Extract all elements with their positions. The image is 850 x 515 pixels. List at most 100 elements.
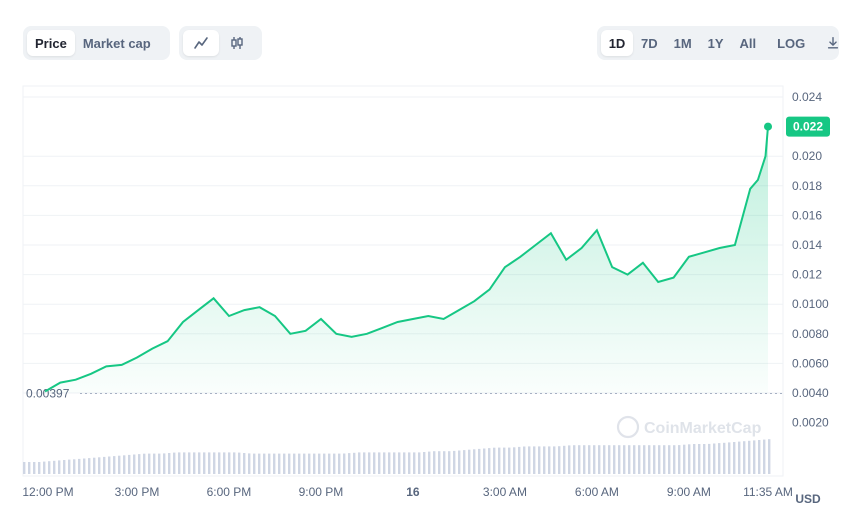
volume-bar [43,461,46,474]
tab-range-1y[interactable]: 1Y [707,35,724,51]
volume-bar [168,453,171,474]
volume-bar [233,452,236,474]
candlestick-button[interactable] [219,30,255,56]
x-tick-label: 6:00 AM [575,485,619,499]
tab-range-1m[interactable]: 1M [673,35,692,51]
tab-range-1d[interactable]: 1D [601,30,633,56]
y-tick-label: 0.0100 [792,297,829,311]
volume-bar [633,445,636,474]
volume-bar [433,451,436,474]
tab-range-all[interactable]: All [739,35,757,51]
volume-bar [748,440,751,474]
volume-bar [443,451,446,474]
volume-bar [603,445,606,474]
y-tick-label: 0.024 [792,90,822,104]
line-chart-button[interactable] [183,30,219,56]
volume-bar [248,453,251,474]
volume-bar [438,451,441,474]
volume-bars [23,439,771,474]
volume-bar [628,445,631,474]
volume-bar [203,452,206,474]
volume-bar [173,452,176,474]
price-line [44,126,769,393]
volume-bar [343,453,346,474]
price-area [45,126,768,393]
volume-bar [308,453,311,474]
volume-bar [388,452,391,474]
volume-bar [358,452,361,474]
volume-bar [473,449,476,474]
volume-bar [663,445,666,474]
y-tick-label: 0.016 [792,208,822,222]
volume-bar [468,449,471,474]
volume-bar [453,450,456,474]
volume-bar [318,453,321,474]
line-chart-icon [194,37,208,49]
volume-bar [298,453,301,474]
volume-bar [193,452,196,474]
current-price-value: 0.022 [793,120,823,134]
volume-bar [103,456,106,474]
volume-bar [398,452,401,474]
volume-bar [658,445,661,474]
volume-bar [693,444,696,474]
volume-bar [223,452,226,474]
volume-bar [288,453,291,474]
y-tick-label: 0.018 [792,179,822,193]
x-tick-label: 12:00 PM [22,485,73,499]
volume-bar [723,442,726,474]
volume-bar [518,446,521,474]
volume-bar [708,443,711,474]
coinmarketcap-logo-icon [616,415,640,439]
volume-bar [243,453,246,474]
tab-market-cap[interactable]: Market cap [82,35,151,51]
volume-bar [463,450,466,474]
volume-bar [118,455,121,474]
volume-bar [183,452,186,474]
volume-bar [258,453,261,474]
volume-bar [608,445,611,474]
log-scale-button[interactable]: LOG [777,35,806,51]
volume-bar [218,452,221,474]
volume-bar [698,444,701,474]
volume-bar [478,448,481,474]
volume-bar [313,453,316,474]
currency-label: USD [795,492,821,506]
volume-bar [713,443,716,474]
volume-bar [613,445,616,474]
volume-bar [488,448,491,474]
candlestick-icon [231,37,243,49]
volume-bar [733,442,736,474]
volume-bar [213,452,216,474]
volume-bar [263,453,266,474]
tab-range-7d[interactable]: 7D [641,35,658,51]
volume-bar [538,446,541,474]
volume-bar [408,452,411,474]
volume-bar [768,439,771,474]
y-tick-label: 0.0060 [792,356,829,370]
download-button[interactable] [818,30,848,56]
chart-style-toggle [179,26,262,60]
volume-bar [353,452,356,474]
volume-bar [393,452,396,474]
volume-bar [568,445,571,474]
volume-bar [683,444,686,474]
volume-bar [423,452,426,474]
volume-bar [648,445,651,474]
volume-bar [158,453,161,474]
volume-bar [363,452,366,474]
tab-price[interactable]: Price [27,30,75,56]
volume-bar [378,452,381,474]
last-price-dot [764,122,772,131]
volume-bar [578,445,581,474]
volume-bar [63,460,66,474]
volume-bar [668,445,671,474]
volume-bar [68,459,71,474]
volume-bar [163,453,166,474]
volume-bar [718,443,721,474]
volume-bar [283,453,286,474]
volume-bar [533,446,536,474]
open-price-label: 0.00397 [26,386,70,400]
volume-bar [33,462,36,474]
